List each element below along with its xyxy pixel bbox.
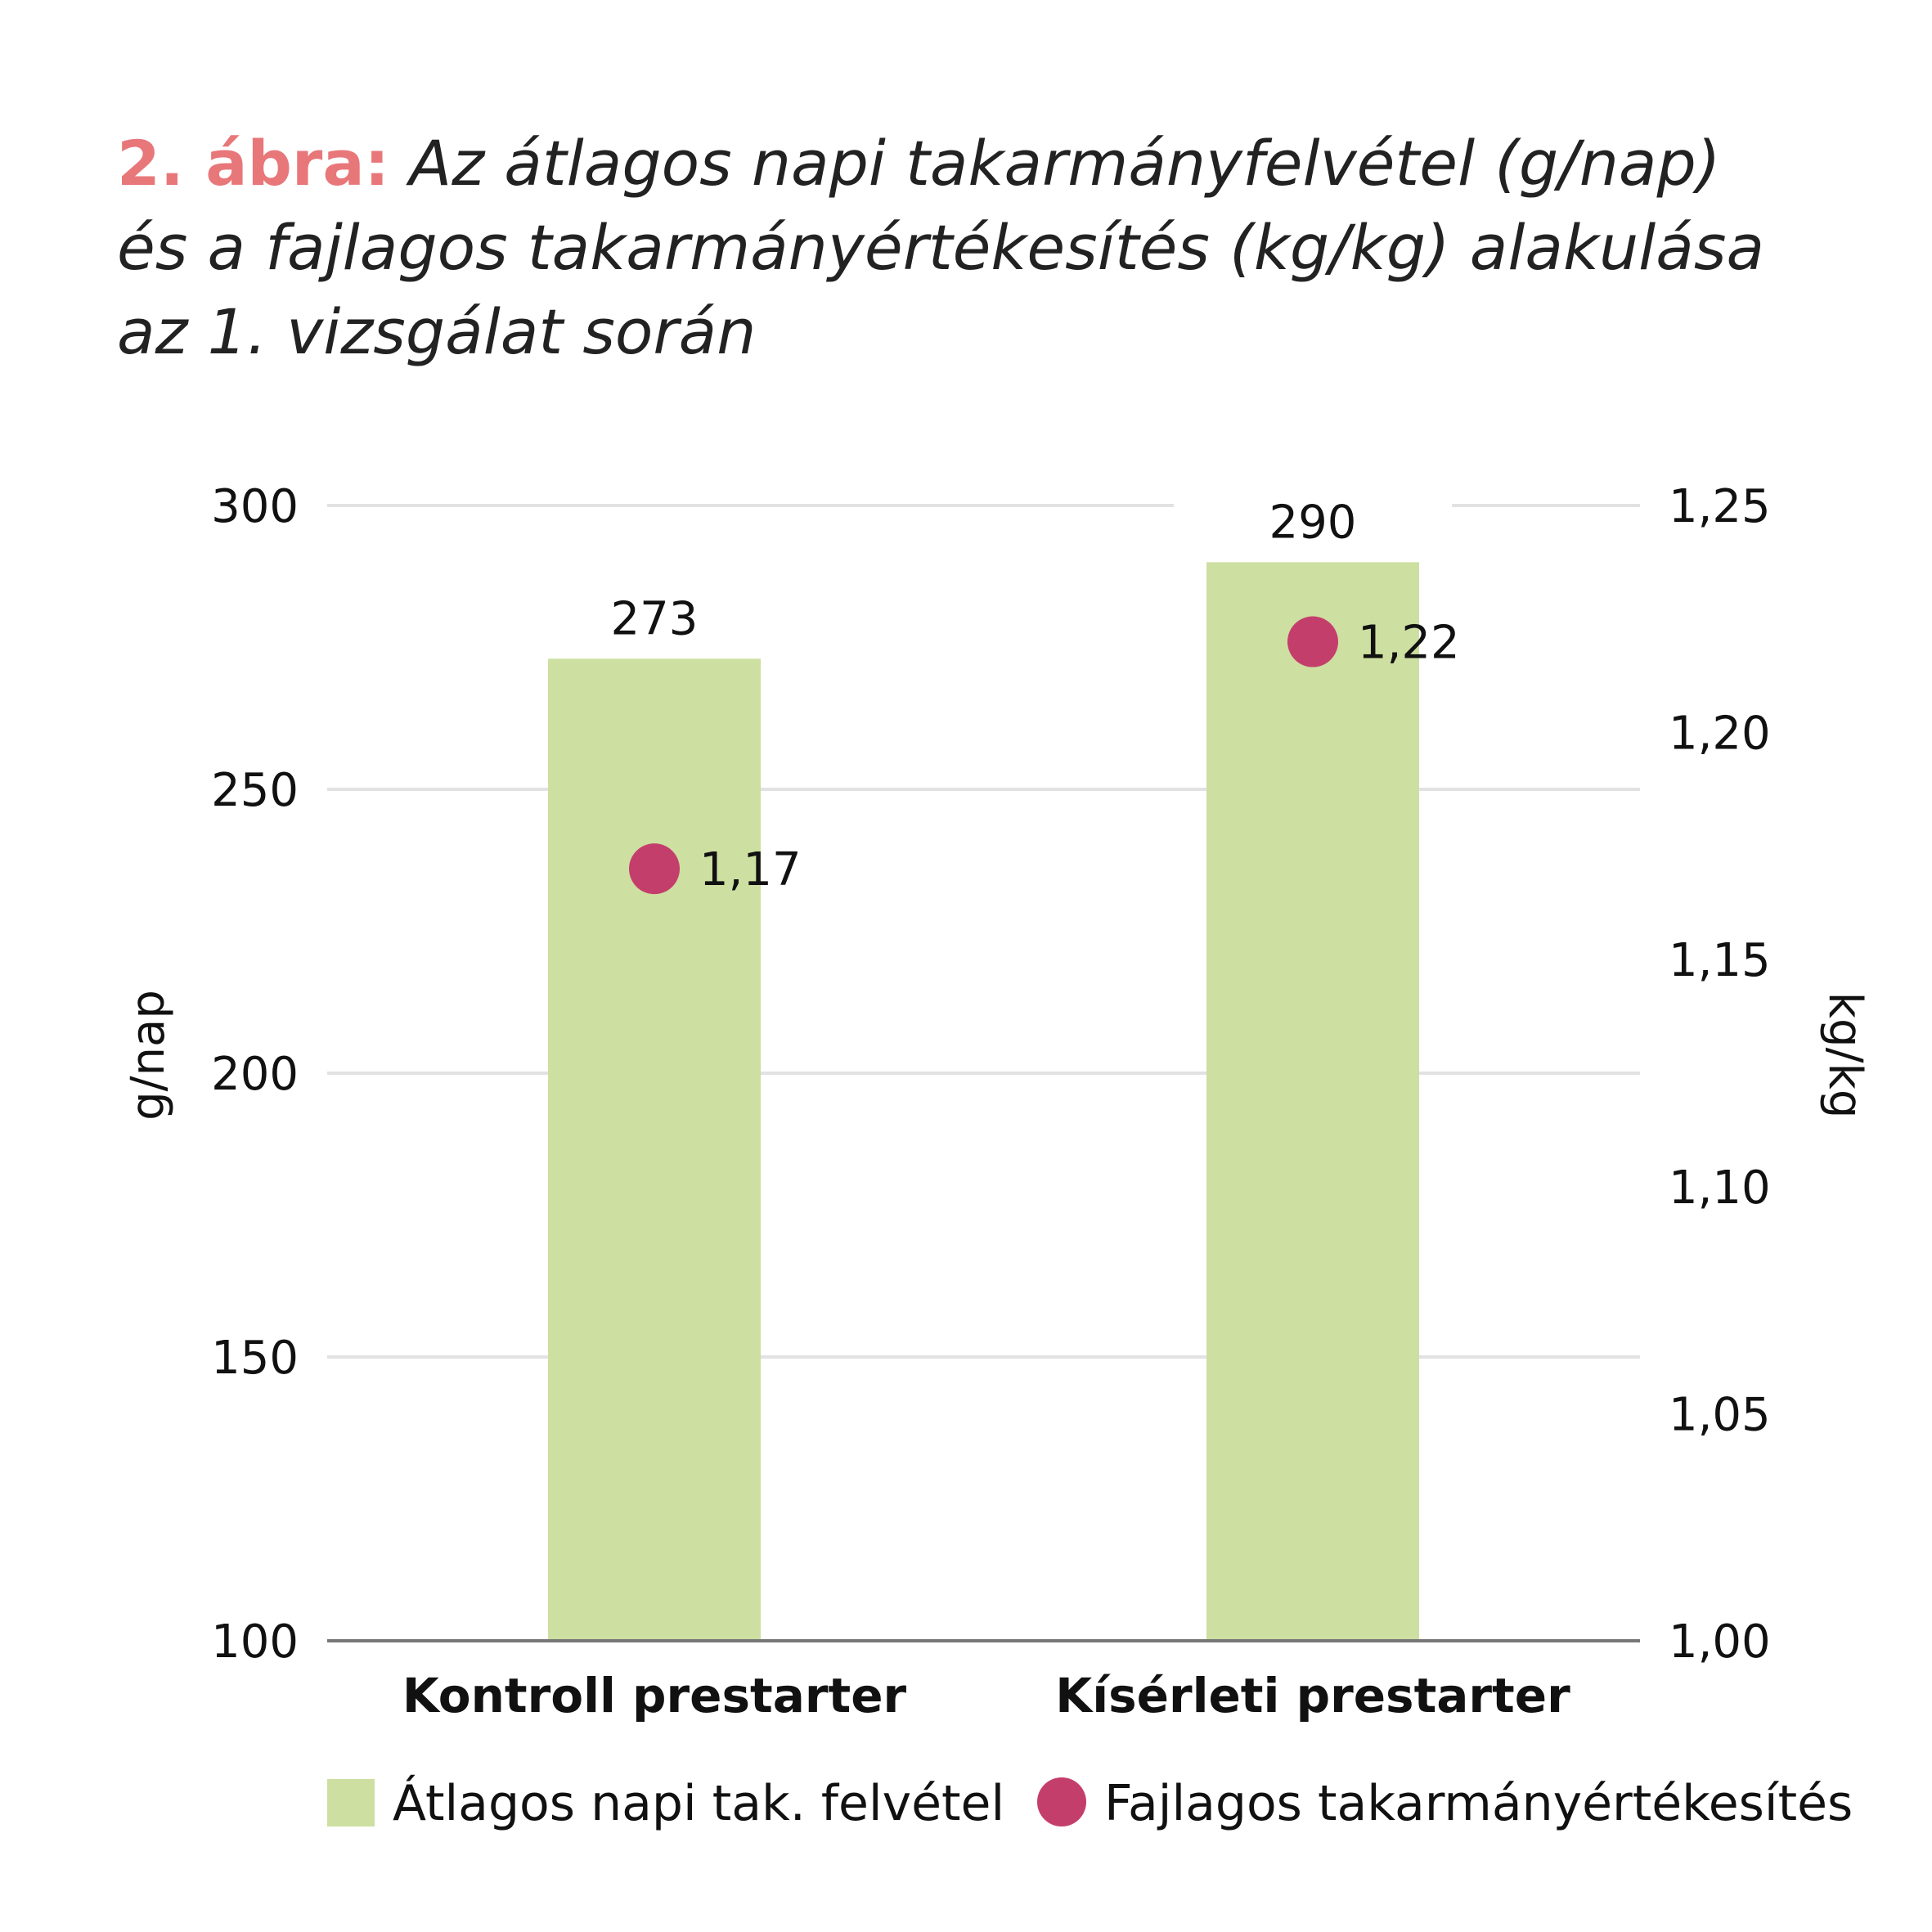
left-axis-ticks: 100 150 200 250 300: [211, 480, 299, 1669]
category-label: Kontroll prestarter: [402, 1668, 907, 1723]
legend-bar-swatch: [327, 1779, 375, 1826]
legend-bar-label: Átlagos napi tak. felvétel: [393, 1774, 1004, 1832]
left-axis-title: g/nap: [122, 990, 175, 1121]
dot-0: [629, 843, 680, 895]
bar-series: 273 290: [515, 484, 1452, 1641]
dot-value-label: 1,17: [699, 843, 802, 896]
bar-value-label: 273: [611, 592, 699, 645]
right-tick-label: 1,20: [1669, 708, 1771, 761]
left-tick-label: 300: [211, 480, 299, 533]
left-tick-label: 150: [211, 1332, 299, 1385]
right-tick-label: 1,15: [1669, 934, 1771, 987]
dot-value-label: 1,22: [1358, 617, 1460, 670]
figure-number: 2. ábra:: [117, 127, 390, 200]
right-tick-label: 1,00: [1669, 1615, 1771, 1669]
right-axis-title: kg/kg: [1818, 992, 1871, 1119]
title-line-1: Az átlagos napi takarmányfelvétel (g/nap…: [409, 127, 1721, 200]
title-line-2: és a fajlagos takarmányértékesítés (kg/k…: [117, 211, 1765, 284]
legend-dot-label: Fajlagos takarmányértékesítés: [1104, 1775, 1853, 1832]
bar-label-background: [515, 581, 793, 647]
right-axis-ticks: 1,00 1,05 1,10 1,15 1,20 1,25: [1669, 480, 1771, 1669]
chart-title: 2. ábra: Az átlagos napi takarmányfelvét…: [117, 121, 1835, 374]
right-tick-label: 1,10: [1669, 1161, 1771, 1215]
dot-1: [1287, 616, 1338, 667]
bar-value-label: 290: [1269, 496, 1357, 549]
gridlines: [327, 504, 1640, 1359]
bar-label-background: [1174, 484, 1452, 550]
dot-series: 1,17 1,22: [629, 616, 1460, 896]
category-labels: Kontroll prestarter Kísérleti prestarter: [402, 1668, 1570, 1723]
left-tick-label: 100: [211, 1615, 299, 1669]
title-line-3: az 1. vizsgálat során: [117, 295, 757, 368]
bar-1: [1206, 562, 1419, 1641]
left-tick-label: 250: [211, 764, 299, 817]
legend: Átlagos napi tak. felvétel Fajlagos takar…: [327, 1774, 1853, 1832]
category-label: Kísérleti prestarter: [1055, 1668, 1570, 1723]
legend-dot-swatch: [1037, 1777, 1086, 1826]
bar-0: [548, 658, 761, 1641]
right-tick-label: 1,25: [1669, 480, 1771, 533]
right-tick-label: 1,05: [1669, 1388, 1771, 1441]
left-tick-label: 200: [211, 1048, 299, 1101]
